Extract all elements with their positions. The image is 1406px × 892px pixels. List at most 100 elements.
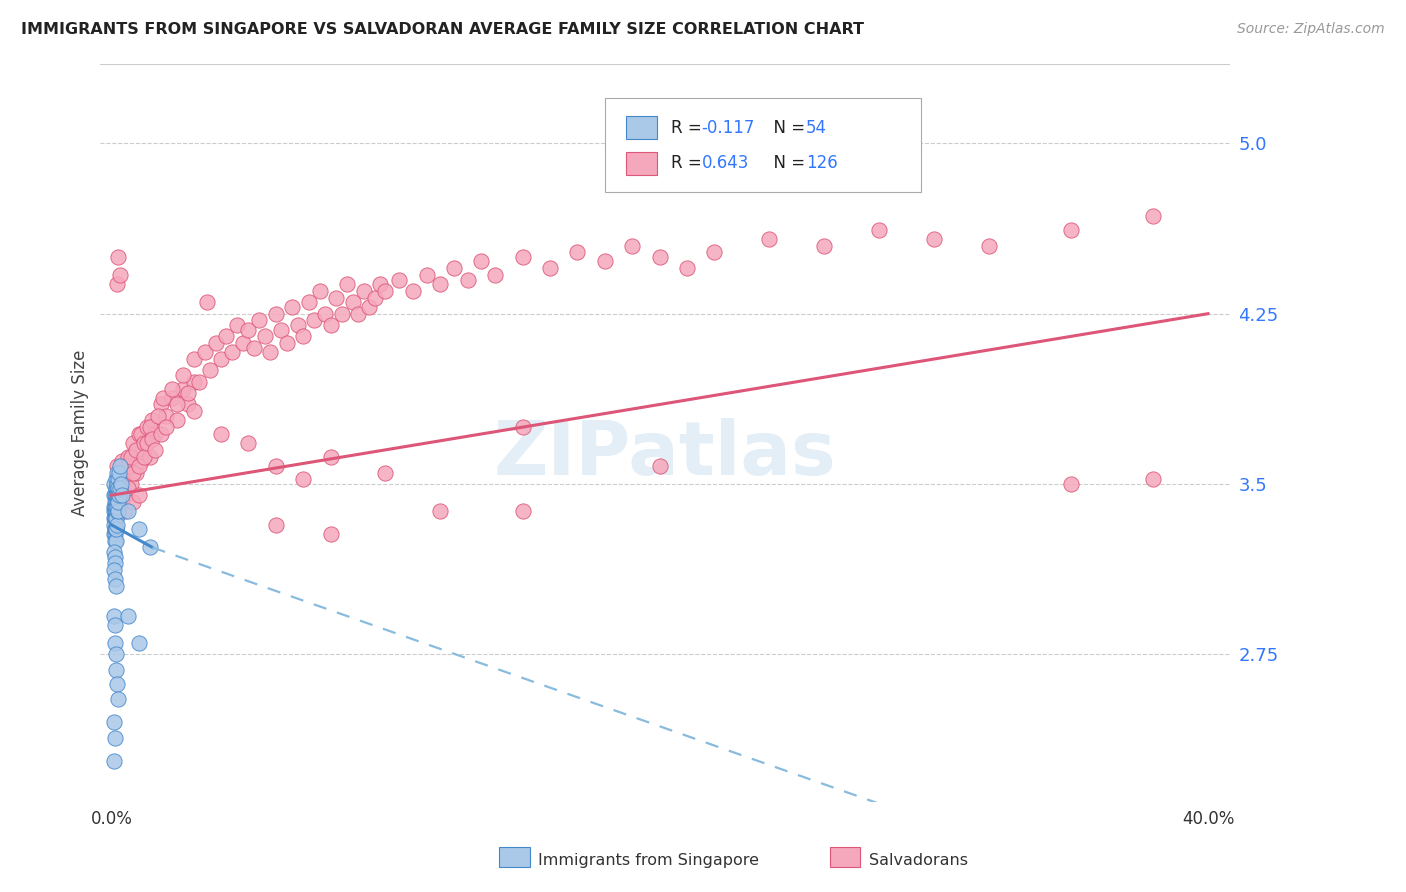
Point bbox=[193, 345, 215, 359]
Point bbox=[443, 261, 465, 276]
Point bbox=[342, 295, 364, 310]
Point bbox=[104, 495, 127, 509]
Point bbox=[107, 472, 129, 486]
Point bbox=[215, 329, 238, 343]
Point bbox=[117, 608, 139, 623]
Point bbox=[114, 488, 136, 502]
Point bbox=[593, 254, 616, 268]
Point bbox=[347, 307, 370, 321]
Point bbox=[105, 495, 128, 509]
Point bbox=[104, 557, 127, 571]
Point bbox=[111, 454, 134, 468]
Point bbox=[247, 313, 270, 327]
Point bbox=[128, 522, 150, 536]
Point bbox=[402, 284, 425, 298]
Point bbox=[183, 352, 205, 367]
Point bbox=[128, 458, 150, 473]
Point bbox=[155, 409, 177, 423]
Point bbox=[146, 409, 169, 423]
Point bbox=[105, 482, 128, 496]
Point bbox=[108, 482, 131, 496]
Point bbox=[415, 268, 437, 282]
Point bbox=[128, 488, 150, 502]
Point bbox=[922, 232, 945, 246]
Y-axis label: Average Family Size: Average Family Size bbox=[72, 350, 89, 516]
Point bbox=[357, 300, 380, 314]
Point bbox=[319, 526, 342, 541]
Point bbox=[104, 522, 127, 536]
Point bbox=[104, 636, 127, 650]
Point bbox=[108, 482, 131, 496]
Point bbox=[105, 495, 128, 509]
Point bbox=[108, 268, 131, 282]
Point bbox=[105, 676, 128, 690]
Point bbox=[143, 442, 166, 457]
Point bbox=[221, 345, 243, 359]
Point bbox=[292, 472, 315, 486]
Point bbox=[238, 436, 260, 450]
Point bbox=[512, 420, 534, 434]
Point bbox=[429, 277, 451, 292]
Point bbox=[103, 476, 125, 491]
Point bbox=[138, 420, 160, 434]
Point bbox=[105, 472, 128, 486]
Point bbox=[484, 268, 506, 282]
Point bbox=[104, 500, 127, 514]
Point bbox=[103, 526, 125, 541]
Point bbox=[621, 238, 644, 252]
Point bbox=[1142, 209, 1164, 223]
Point bbox=[111, 495, 134, 509]
Point bbox=[107, 692, 129, 706]
Point bbox=[1060, 476, 1083, 491]
Point bbox=[103, 754, 125, 768]
Point bbox=[117, 482, 139, 496]
Point bbox=[243, 341, 266, 355]
Point bbox=[104, 504, 127, 518]
Text: Source: ZipAtlas.com: Source: ZipAtlas.com bbox=[1237, 22, 1385, 37]
Point bbox=[325, 291, 347, 305]
Point bbox=[152, 391, 174, 405]
Point bbox=[117, 450, 139, 464]
Point bbox=[105, 277, 128, 292]
Point bbox=[120, 476, 142, 491]
Point bbox=[103, 500, 125, 514]
Point bbox=[104, 482, 127, 496]
Point bbox=[128, 636, 150, 650]
Point bbox=[105, 663, 128, 677]
Text: R =: R = bbox=[671, 154, 707, 172]
Point bbox=[512, 250, 534, 264]
Text: N =: N = bbox=[763, 154, 811, 172]
Point bbox=[104, 522, 127, 536]
Point bbox=[105, 500, 128, 514]
Point bbox=[353, 284, 375, 298]
Point bbox=[104, 488, 127, 502]
Point bbox=[104, 731, 127, 745]
Point bbox=[104, 533, 127, 548]
Point bbox=[183, 375, 205, 389]
Point bbox=[103, 608, 125, 623]
Point bbox=[281, 300, 304, 314]
Point bbox=[429, 504, 451, 518]
Point bbox=[287, 318, 309, 332]
Text: IMMIGRANTS FROM SINGAPORE VS SALVADORAN AVERAGE FAMILY SIZE CORRELATION CHART: IMMIGRANTS FROM SINGAPORE VS SALVADORAN … bbox=[21, 22, 865, 37]
Point bbox=[166, 397, 188, 411]
Point bbox=[138, 450, 160, 464]
Point bbox=[319, 450, 342, 464]
Point bbox=[134, 436, 156, 450]
Point bbox=[108, 488, 131, 502]
Point bbox=[122, 495, 145, 509]
Text: -0.117: -0.117 bbox=[702, 119, 755, 136]
Point bbox=[209, 427, 232, 442]
Point bbox=[388, 273, 411, 287]
Point bbox=[108, 466, 131, 480]
Point bbox=[319, 318, 342, 332]
Point bbox=[172, 382, 194, 396]
Point bbox=[105, 458, 128, 473]
Point bbox=[104, 526, 127, 541]
Point bbox=[264, 307, 287, 321]
Point bbox=[104, 617, 127, 632]
Point bbox=[567, 245, 589, 260]
Point bbox=[1142, 472, 1164, 486]
Point bbox=[110, 476, 132, 491]
Point bbox=[122, 436, 145, 450]
